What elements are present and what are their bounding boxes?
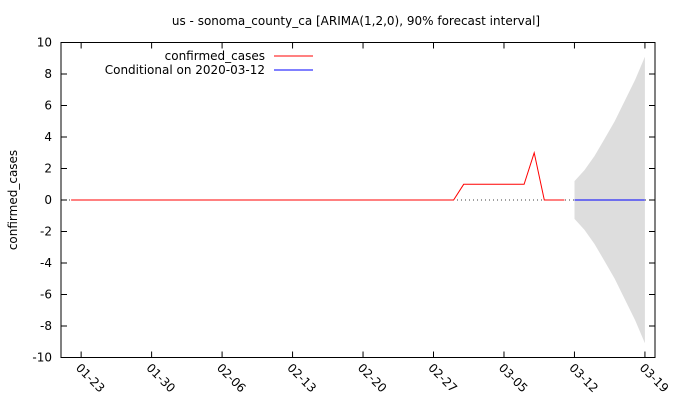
series-line-1 bbox=[71, 150, 565, 201]
y-tick-label: 10 bbox=[37, 36, 52, 50]
legend-label-2: Conditional on 2020-03-12 bbox=[105, 63, 265, 77]
x-tick-label: 03-19 bbox=[637, 361, 672, 396]
y-tick-label: -2 bbox=[40, 225, 52, 239]
y-tick-label: -4 bbox=[40, 256, 52, 270]
y-tick-label: 2 bbox=[44, 162, 52, 176]
x-tick-label: 02-06 bbox=[214, 361, 249, 396]
y-tick-label: 8 bbox=[44, 67, 52, 81]
legend-label-1: confirmed_cases bbox=[165, 49, 265, 63]
y-tick-label: 6 bbox=[44, 99, 52, 113]
series-layer bbox=[71, 150, 645, 201]
x-tick-label: 02-13 bbox=[284, 361, 319, 396]
y-tick-label: 0 bbox=[44, 193, 52, 207]
x-tick-label: 03-05 bbox=[496, 361, 531, 396]
y-axis-label: confirmed_cases bbox=[6, 150, 20, 250]
chart-title: us - sonoma_county_ca [ARIMA(1,2,0), 90%… bbox=[172, 14, 540, 28]
y-tick-label: -6 bbox=[40, 288, 52, 302]
x-tick-label: 03-12 bbox=[566, 361, 601, 396]
y-tick-label: -10 bbox=[32, 351, 52, 365]
x-tick-label: 01-30 bbox=[143, 361, 178, 396]
y-tick-label: -8 bbox=[40, 319, 52, 333]
y-axis: -10 -8 -6 -4 -2 0 2 4 6 8 10 bbox=[32, 36, 655, 365]
y-tick-label: 4 bbox=[44, 130, 52, 144]
x-tick-label: 02-27 bbox=[425, 361, 460, 396]
x-tick-label: 02-20 bbox=[355, 361, 390, 396]
x-tick-label: 01-23 bbox=[73, 361, 108, 396]
